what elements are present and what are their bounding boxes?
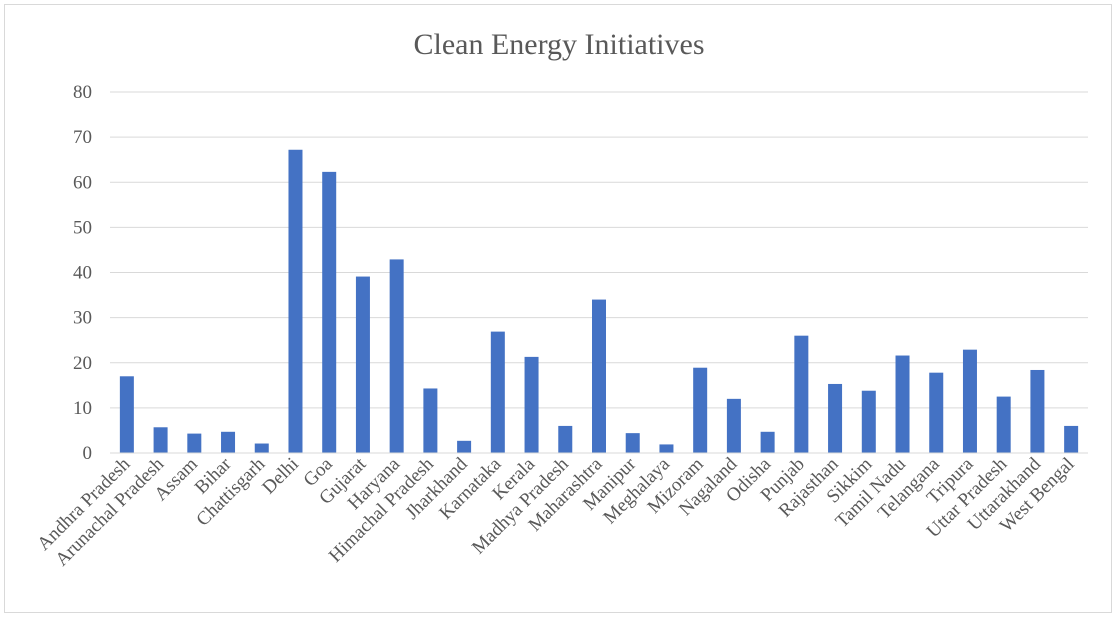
y-tick-label: 10 xyxy=(73,398,92,419)
bar xyxy=(592,299,606,453)
y-tick-label: 0 xyxy=(83,443,93,464)
bar xyxy=(355,276,370,453)
y-tick-label: 40 xyxy=(73,263,92,284)
chart-frame xyxy=(4,4,1112,613)
y-tick-label: 70 xyxy=(73,127,92,148)
y-tick-label: 20 xyxy=(73,353,92,374)
bar xyxy=(221,431,236,453)
y-tick-label: 50 xyxy=(73,217,92,238)
y-tick-label: 30 xyxy=(73,308,92,329)
bar xyxy=(962,349,977,453)
bar xyxy=(828,383,843,453)
bar xyxy=(726,398,741,453)
bar xyxy=(187,433,202,453)
y-axis-ticks: 0 10 20 30 40 50 60 70 80 xyxy=(73,82,92,464)
bar xyxy=(1064,425,1079,453)
gridlines xyxy=(110,91,1088,409)
bars xyxy=(119,149,1079,453)
bar xyxy=(895,355,910,453)
bar xyxy=(1030,369,1045,453)
bar xyxy=(423,388,438,453)
bar xyxy=(322,171,337,453)
chart-title: Clean Energy Initiatives xyxy=(413,28,704,61)
bar xyxy=(794,335,809,453)
bar xyxy=(996,396,1011,453)
bar xyxy=(760,431,775,453)
y-tick-label: 60 xyxy=(73,172,92,193)
bar xyxy=(558,425,573,453)
bar xyxy=(153,427,168,453)
bar xyxy=(389,259,404,453)
bar xyxy=(490,331,505,453)
bar xyxy=(929,372,944,453)
bar xyxy=(625,433,640,453)
bar xyxy=(659,444,674,453)
bar xyxy=(861,390,876,453)
bar xyxy=(254,443,269,453)
x-tick-label: Delhi xyxy=(258,454,303,499)
bar xyxy=(524,356,539,453)
bar xyxy=(288,149,303,453)
bar xyxy=(457,440,472,453)
bar xyxy=(119,376,134,453)
y-tick-label: 80 xyxy=(73,82,92,103)
bar xyxy=(693,367,708,453)
